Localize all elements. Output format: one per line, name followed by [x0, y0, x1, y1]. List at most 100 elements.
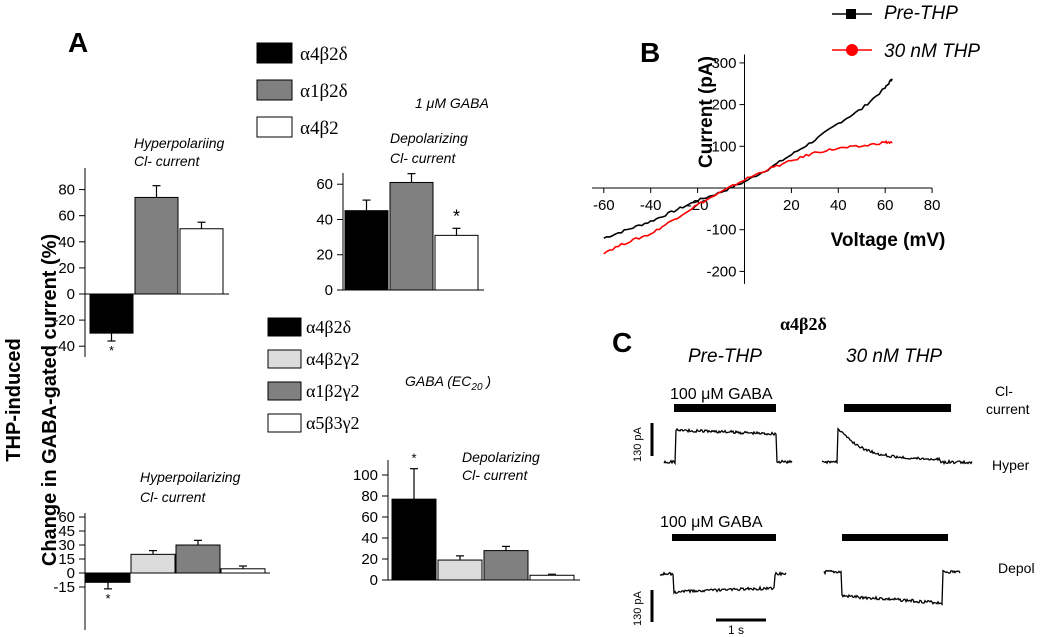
legend-bottom: α4β2δ α4β2γ2 α1β2γ2 α5β3γ2: [267, 317, 360, 433]
iv-legend: Pre-THP 30 nM THP: [832, 3, 980, 62]
gaba-application-bar: [674, 404, 776, 412]
chart-a1-title: Hyperpolariing: [134, 135, 224, 151]
panel-c-title: α4β2δ: [780, 314, 827, 334]
x-tick-label: 80: [924, 197, 941, 214]
y-axis-label-line1: THP-induced: [3, 338, 25, 461]
legend-marker-circle: [846, 44, 858, 56]
y-tick-label: 80: [361, 488, 378, 505]
y-tick-label: 300: [711, 55, 736, 72]
bar: [85, 572, 131, 583]
scale-bar-label: 130 pA: [632, 426, 644, 462]
legend-item-label: α1β2γ2: [306, 381, 360, 401]
panel-label-b: B: [640, 37, 660, 68]
bar: [134, 196, 179, 295]
legend-swatch: [256, 116, 293, 138]
x-tick-label: -60: [593, 197, 615, 214]
y-tick-label: 30: [58, 537, 75, 554]
y-tick-label: 20: [58, 260, 75, 277]
bar: [391, 498, 437, 581]
bar: [175, 544, 221, 574]
y-tick-label: 60: [316, 176, 333, 193]
chart-a3-title: Hyperpoilarizing: [140, 469, 241, 485]
legend-top: α4β2δ α1β2δ α4β2: [256, 42, 348, 139]
current-trace-pre-thp-hyper: [663, 427, 793, 466]
legend-item-label: α4β2δ: [306, 317, 351, 337]
gaba-application-label: 100 μM GABA: [660, 514, 763, 531]
y-tick-label: 100: [711, 138, 736, 155]
legend-label-pre-thp: Pre-THP: [884, 3, 958, 24]
chart-a1-subtitle: Cl- current: [134, 153, 200, 169]
x-tick-label: 40: [830, 197, 847, 214]
bar: [344, 210, 389, 291]
hyper-label: Hyper: [992, 457, 1030, 473]
bar: [437, 559, 483, 581]
bar: [389, 181, 434, 291]
legend-swatch: [267, 317, 302, 337]
y-tick-label: 100: [353, 467, 378, 484]
condition-label-top: 1 μM GABA: [415, 95, 489, 111]
bar: [220, 568, 266, 574]
y-tick-label: 15: [58, 551, 75, 568]
gaba-application-bar: [672, 534, 776, 541]
significance-asterisk: *: [411, 451, 416, 466]
legend-swatch: [256, 42, 293, 64]
current-trace-pre-thp-depol: [659, 571, 787, 595]
y-tick-label: 0: [370, 572, 378, 589]
x-tick-label: -20: [687, 197, 709, 214]
legend-swatch: [267, 413, 302, 433]
current-trace-thp-depol: [823, 569, 961, 606]
significance-asterisk: *: [453, 206, 460, 226]
gaba-application-bar: [842, 534, 948, 541]
legend-swatch: [256, 79, 293, 101]
bar-chart-hyperpolarizing-delta: -40 -20 0 20 40 60 80 *: [53, 168, 229, 358]
legend-item-label: α4β2: [300, 118, 339, 139]
cl-current-label: Cl-: [995, 383, 1013, 399]
panel-label-a: A: [68, 27, 88, 58]
chart-a2-title: Depolarizing: [390, 130, 468, 146]
y-tick-label: 200: [711, 97, 736, 114]
current-trace-thp-hyper: [821, 427, 973, 466]
time-scale-label: 1 s: [728, 623, 744, 637]
y-tick-label: 60: [361, 509, 378, 526]
y-tick-label: 40: [58, 234, 75, 251]
y-tick-label: 0: [67, 286, 75, 303]
y-tick-label: 20: [361, 551, 378, 568]
y-tick-label: -100: [706, 222, 736, 239]
bar: [529, 574, 575, 581]
legend-swatch: [267, 381, 302, 401]
y-tick-label: -20: [53, 312, 75, 329]
x-tick-label: -40: [640, 197, 662, 214]
y-tick-label: 40: [361, 530, 378, 547]
legend-item-label: α4β2γ2: [306, 349, 360, 369]
y-axis-label: Current (pA): [696, 56, 717, 168]
y-tick-label: 40: [316, 211, 333, 228]
y-tick-label: 60: [58, 509, 75, 526]
bar-chart-depolarizing-delta: 0 20 40 60 *: [316, 173, 484, 299]
chart-a3-subtitle: Cl- current: [140, 489, 206, 505]
legend-label-thp: 30 nM THP: [884, 41, 980, 62]
y-tick-label: 20: [316, 247, 333, 264]
panel-c-traces: α4β2δ Pre-THP 30 nM THP 100 μM GABA 100 …: [632, 314, 1035, 637]
y-tick-label: 45: [58, 523, 75, 540]
legend-item-label: α5β3γ2: [306, 413, 360, 433]
legend-swatch: [267, 349, 302, 369]
series-line: [603, 78, 893, 239]
x-axis-label: Voltage (mV): [831, 230, 946, 251]
condition-label-bottom: GABA (EC20 ): [405, 373, 491, 393]
y-axis-label-line2: Change in GABA-gated current (%): [39, 234, 61, 566]
y-tick-label: 60: [58, 208, 75, 225]
significance-asterisk: *: [105, 591, 110, 606]
bar: [179, 228, 224, 295]
y-tick-label: 0: [325, 282, 333, 299]
chart-a2-subtitle: Cl- current: [390, 150, 456, 166]
bar: [89, 293, 134, 334]
iv-curve-chart: -60 -40 -20 20 40 60 80 -200 -100 100 200 300Curren…: [592, 54, 946, 284]
y-tick-label: 80: [58, 182, 75, 199]
x-tick-label: 20: [783, 197, 800, 214]
panel-c-col1-label: Pre-THP: [688, 346, 762, 367]
panel-label-c: C: [612, 327, 632, 358]
chart-a4-subtitle: Cl- current: [462, 467, 528, 483]
bar: [434, 234, 479, 291]
